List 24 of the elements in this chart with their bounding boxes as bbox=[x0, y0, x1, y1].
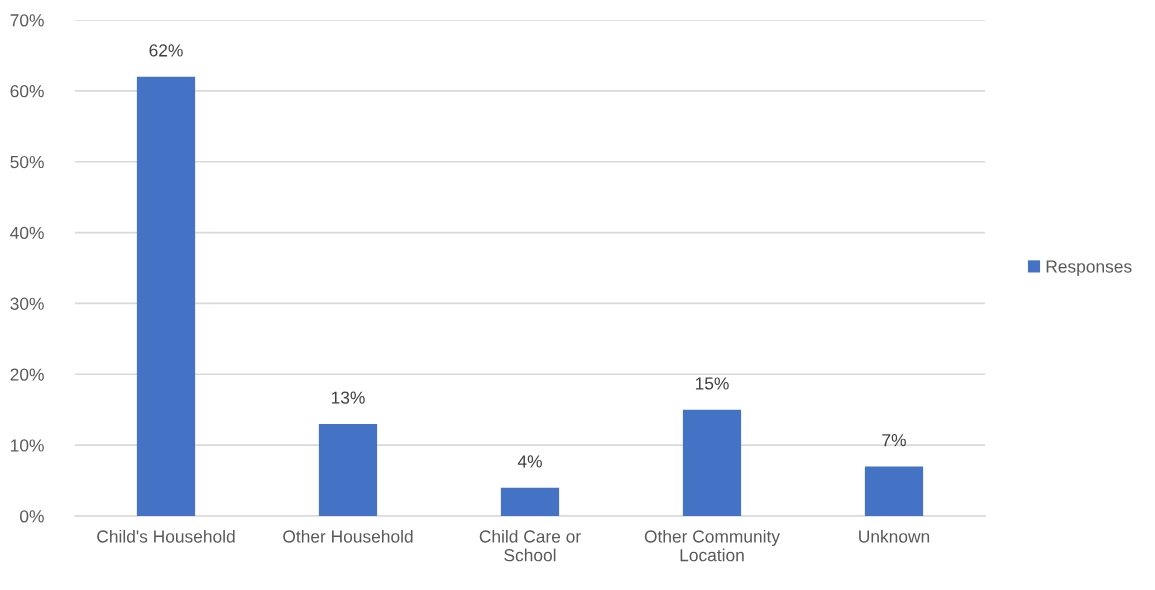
bar bbox=[864, 466, 924, 516]
x-tick-label: Child Care or School bbox=[479, 529, 581, 562]
bar bbox=[136, 76, 196, 516]
data-label: 7% bbox=[882, 434, 906, 447]
data-label: 62% bbox=[149, 44, 183, 57]
y-tick-label: 0% bbox=[20, 510, 44, 523]
y-tick-label: 10% bbox=[11, 439, 44, 452]
bar bbox=[500, 487, 560, 516]
y-tick-label: 60% bbox=[10, 85, 44, 98]
data-label: 13% bbox=[331, 391, 365, 404]
data-label: 4% bbox=[517, 455, 542, 468]
x-tick-label: Other Household bbox=[283, 529, 413, 543]
bar bbox=[318, 423, 378, 516]
legend-label: Responses bbox=[1046, 260, 1132, 277]
x-tick-label: Child's Household bbox=[97, 529, 235, 543]
y-tick-label: 30% bbox=[10, 297, 44, 310]
bar bbox=[682, 409, 742, 516]
x-tick-label: Unknown bbox=[859, 529, 930, 543]
y-tick-label: 40% bbox=[10, 226, 44, 240]
x-tick-label: Other Community Location bbox=[644, 529, 780, 562]
data-label: 15% bbox=[695, 377, 729, 390]
y-tick-label: 20% bbox=[10, 368, 44, 381]
y-tick-label: 70% bbox=[10, 14, 44, 27]
y-tick-label: 50% bbox=[10, 155, 44, 169]
